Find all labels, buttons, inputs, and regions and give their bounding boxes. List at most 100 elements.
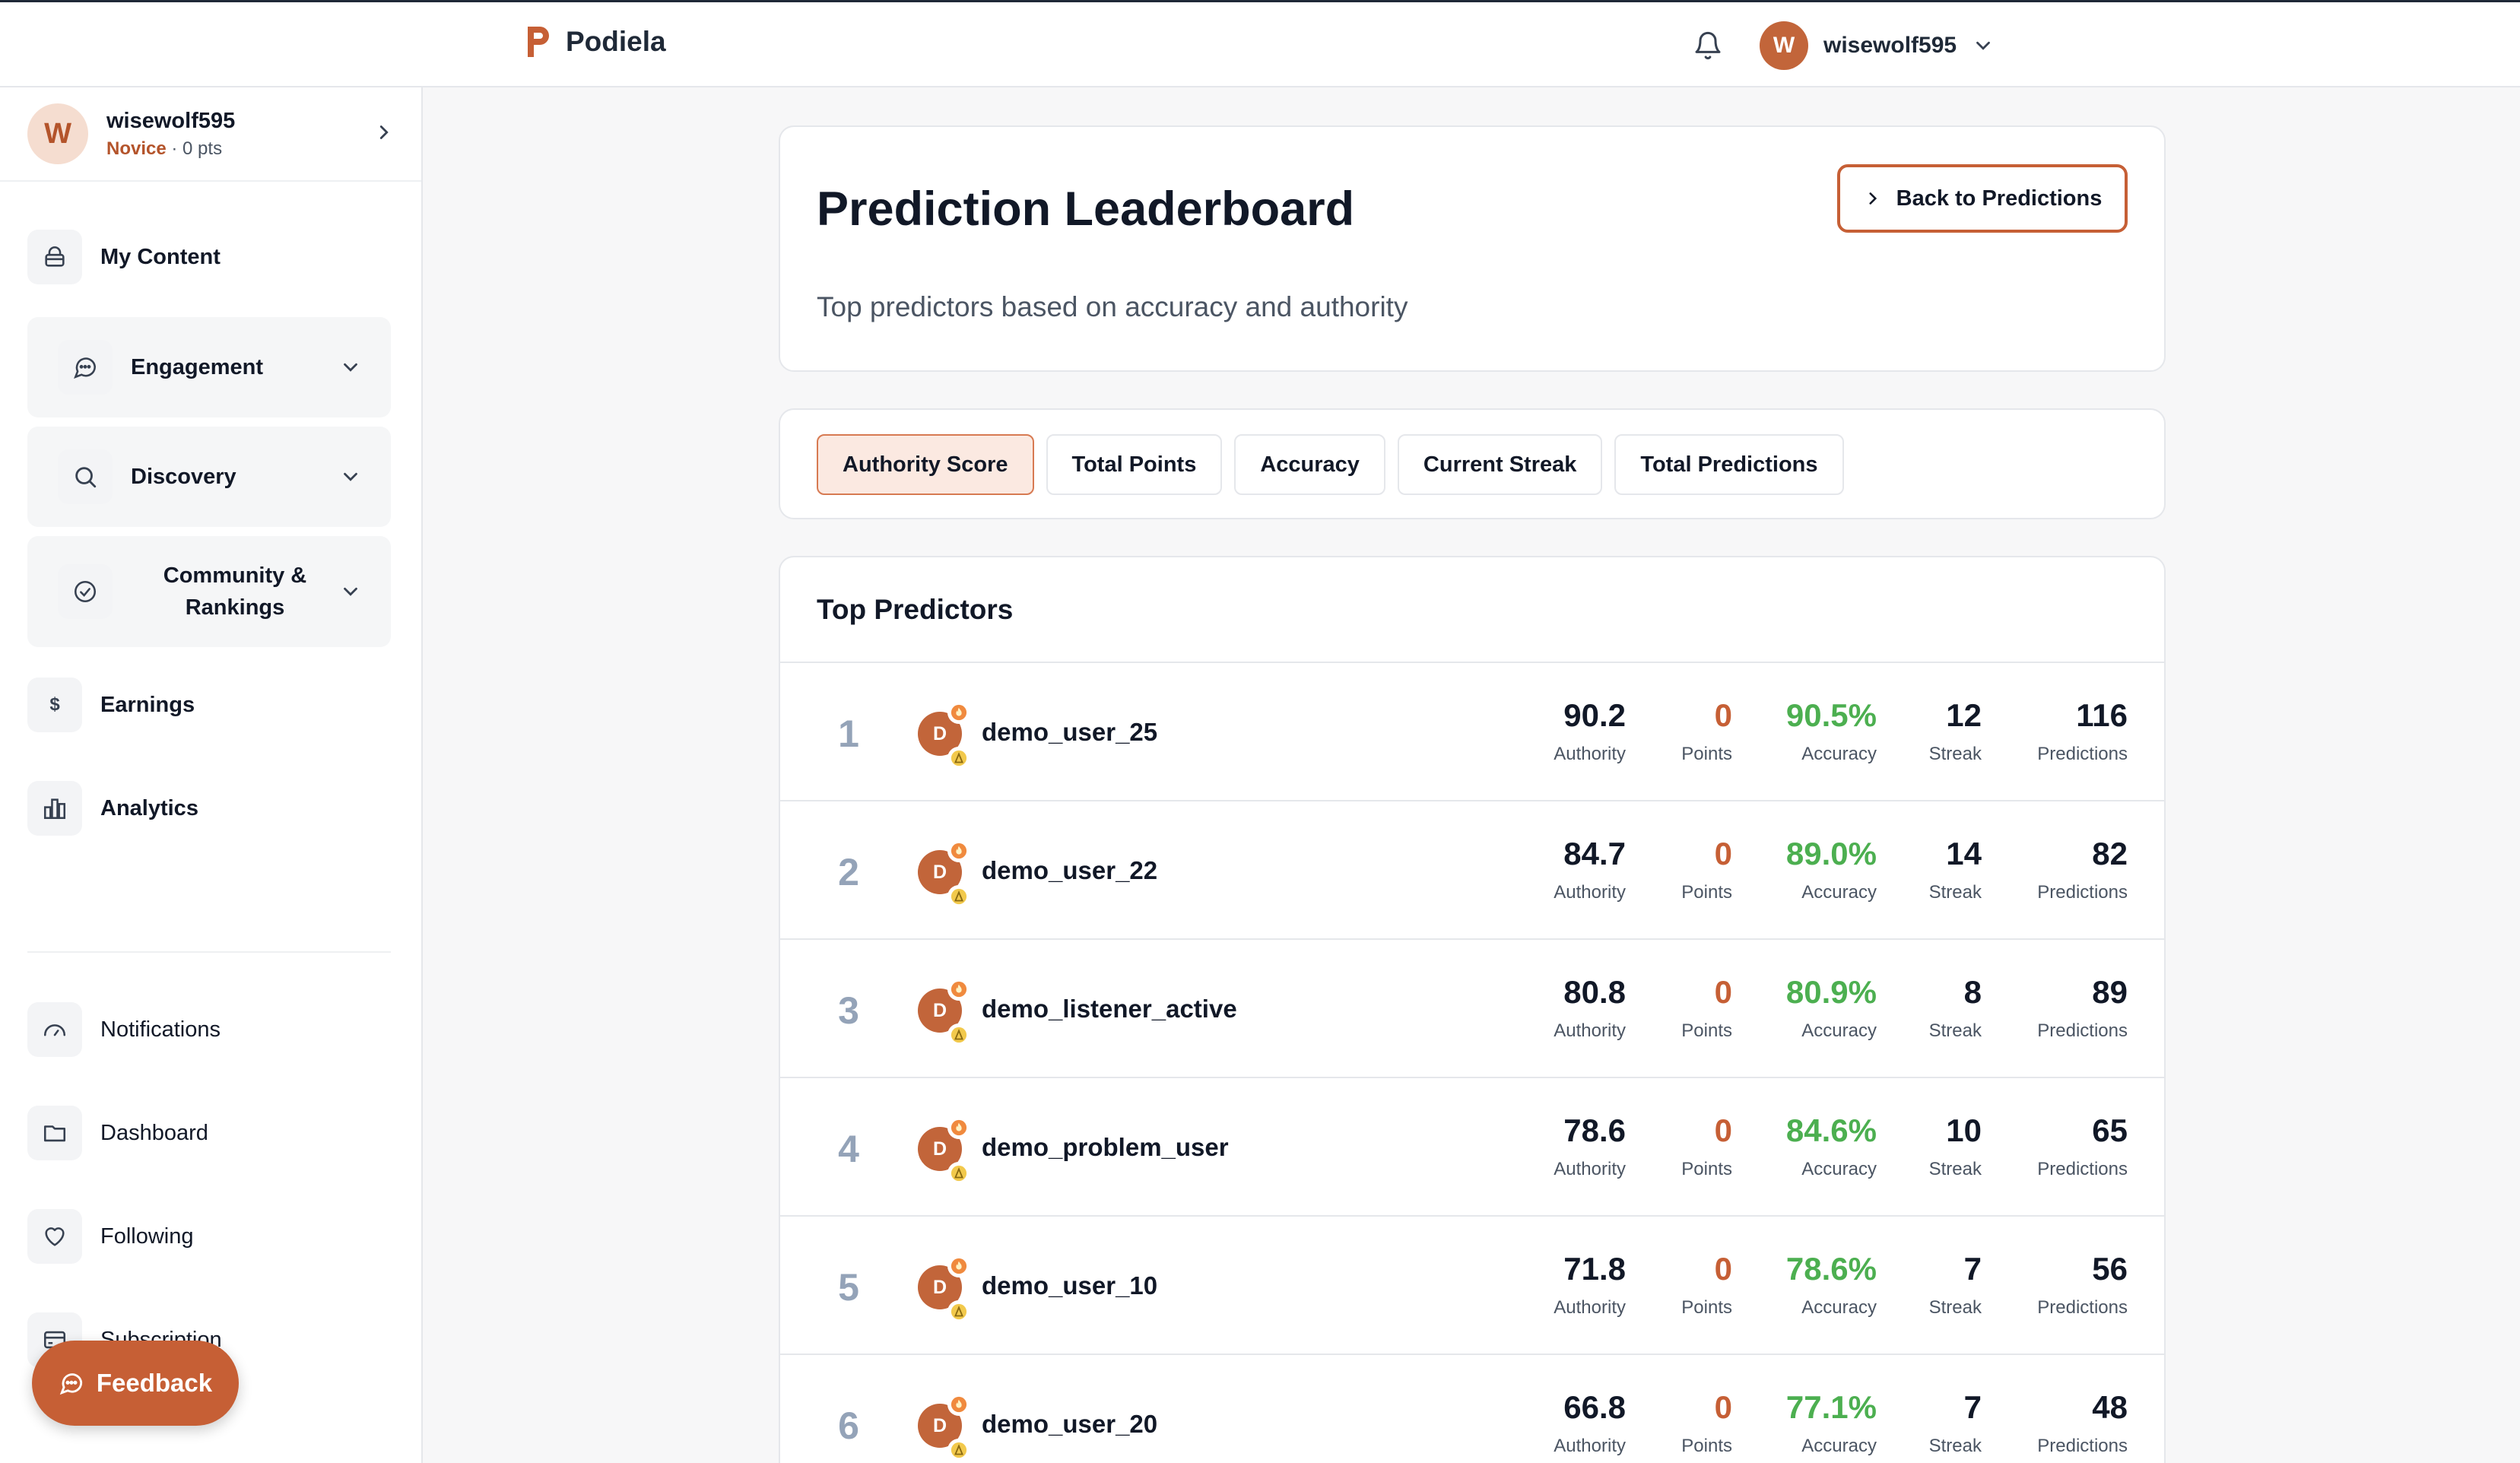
- gauge-icon: [27, 1002, 82, 1057]
- user-level: Novice: [106, 138, 167, 159]
- sidebar-item-engagement[interactable]: Engagement: [27, 317, 391, 417]
- stat-accuracy: 78.6% Accuracy: [1786, 1250, 1877, 1319]
- username[interactable]: demo_user_25: [982, 718, 1158, 746]
- flame-icon: [947, 978, 970, 1001]
- sidebar-item-label: My Content: [100, 244, 221, 269]
- stat-predictions-label: Predictions: [2037, 744, 2128, 764]
- user-menu[interactable]: W wisewolf595: [1760, 21, 1995, 70]
- sidebar-user-name: wisewolf595: [106, 108, 236, 133]
- sidebar-item-notifications[interactable]: Notifications: [27, 1002, 391, 1057]
- flame-icon: [947, 701, 970, 724]
- flame-icon: [947, 1255, 970, 1277]
- level-badge-icon: [947, 747, 970, 770]
- username[interactable]: demo_user_20: [982, 1410, 1158, 1438]
- username[interactable]: demo_problem_user: [982, 1133, 1229, 1161]
- sidebar-item-label: Community & Rankings: [163, 563, 307, 620]
- stat-points-value: 0: [1714, 1251, 1732, 1287]
- bell-icon[interactable]: [1693, 30, 1723, 62]
- stat-streak-value: 7: [1963, 1389, 1982, 1425]
- stat-streak: 7 Streak: [1929, 1250, 1982, 1319]
- level-badge-icon: [947, 1300, 970, 1323]
- stat-authority-value: 66.8: [1563, 1389, 1626, 1425]
- rank: 6: [838, 1404, 859, 1447]
- sidebar-item-following[interactable]: Following: [27, 1209, 391, 1264]
- stat-points-value: 0: [1714, 1389, 1732, 1425]
- chevron-down-icon: [339, 356, 362, 379]
- stat-authority-label: Authority: [1554, 1020, 1626, 1041]
- stat-authority-label: Authority: [1554, 1436, 1626, 1456]
- rank: 1: [838, 712, 859, 755]
- tab-authority-score[interactable]: Authority Score: [817, 434, 1034, 495]
- stat-authority-label: Authority: [1554, 1159, 1626, 1179]
- stat-streak: 10 Streak: [1929, 1112, 1982, 1180]
- stat-accuracy: 89.0% Accuracy: [1786, 835, 1877, 903]
- stat-streak: 12 Streak: [1929, 697, 1982, 765]
- stat-streak-label: Streak: [1928, 882, 1982, 903]
- stat-authority-value: 78.6: [1563, 1112, 1626, 1148]
- stat-points: 0 Points: [1681, 1112, 1732, 1180]
- tab-total-predictions[interactable]: Total Predictions: [1614, 434, 1844, 495]
- page-title: Prediction Leaderboard: [817, 182, 1355, 236]
- rank: 4: [838, 1128, 859, 1170]
- sidebar-item-my-content[interactable]: My Content: [27, 230, 391, 284]
- feedback-button[interactable]: Feedback: [32, 1341, 239, 1426]
- sort-tabs-card: Authority Score Total Points Accuracy Cu…: [779, 408, 2166, 519]
- stat-streak-label: Streak: [1928, 1297, 1982, 1318]
- sidebar-item-label: Analytics: [100, 795, 198, 820]
- username[interactable]: demo_listener_active: [982, 995, 1237, 1023]
- back-button-label: Back to Predictions: [1896, 186, 2103, 211]
- sidebar-item-label: Earnings: [100, 692, 195, 717]
- stat-predictions-label: Predictions: [2037, 882, 2128, 903]
- chevron-right-icon: [373, 121, 395, 144]
- stat-accuracy: 84.6% Accuracy: [1786, 1112, 1877, 1180]
- stat-points: 0 Points: [1681, 973, 1732, 1042]
- tab-accuracy[interactable]: Accuracy: [1234, 434, 1385, 495]
- tab-current-streak[interactable]: Current Streak: [1397, 434, 1603, 495]
- stat-points-label: Points: [1681, 1297, 1732, 1318]
- sidebar-item-community-rankings[interactable]: Community & Rankings: [27, 536, 391, 647]
- stat-points: 0 Points: [1681, 697, 1732, 765]
- brand[interactable]: Podiela: [525, 24, 666, 60]
- stat-predictions-label: Predictions: [2037, 1297, 2128, 1318]
- flame-icon: [947, 839, 970, 862]
- stat-predictions-label: Predictions: [2037, 1159, 2128, 1179]
- stat-points-label: Points: [1681, 1436, 1732, 1456]
- level-badge-icon: [947, 1023, 970, 1046]
- sort-tabs: Authority Score Total Points Accuracy Cu…: [817, 434, 1844, 495]
- stat-predictions-value: 56: [2092, 1251, 2128, 1287]
- sidebar-user-card[interactable]: W wisewolf595 Novice · 0 pts: [27, 87, 395, 180]
- username[interactable]: demo_user_10: [982, 1271, 1158, 1300]
- stat-authority: 84.7 Authority: [1554, 835, 1626, 903]
- sidebar-user-meta: Novice · 0 pts: [106, 138, 235, 160]
- sidebar-item-discovery[interactable]: Discovery: [27, 427, 391, 527]
- stat-streak: 7 Streak: [1929, 1388, 1982, 1457]
- stat-streak-label: Streak: [1928, 1159, 1982, 1179]
- stat-predictions-value: 65: [2092, 1112, 2128, 1148]
- stat-authority: 78.6 Authority: [1554, 1112, 1626, 1180]
- sidebar-item-analytics[interactable]: Analytics: [27, 781, 391, 836]
- chat-bubble-icon: [59, 1370, 84, 1396]
- stat-accuracy: 77.1% Accuracy: [1786, 1388, 1877, 1457]
- stat-streak-label: Streak: [1928, 744, 1982, 764]
- sidebar-item-earnings[interactable]: $ Earnings: [27, 678, 391, 732]
- stat-authority-value: 71.8: [1563, 1251, 1626, 1287]
- stat-streak-label: Streak: [1928, 1020, 1982, 1041]
- folder-icon: [27, 1106, 82, 1160]
- tab-total-points[interactable]: Total Points: [1046, 434, 1223, 495]
- sidebar-item-label: Discovery: [131, 464, 236, 489]
- bar-chart-icon: [27, 781, 82, 836]
- stat-accuracy-label: Accuracy: [1801, 1159, 1877, 1179]
- stat-predictions: 89 Predictions: [2037, 973, 2128, 1042]
- back-to-predictions-button[interactable]: Back to Predictions: [1837, 164, 2128, 233]
- user-points: · 0 pts: [171, 138, 223, 159]
- stat-accuracy: 90.5% Accuracy: [1786, 697, 1877, 765]
- page-subtitle: Top predictors based on accuracy and aut…: [817, 291, 1408, 322]
- username[interactable]: demo_user_22: [982, 856, 1158, 884]
- sidebar-item-dashboard[interactable]: Dashboard: [27, 1106, 391, 1160]
